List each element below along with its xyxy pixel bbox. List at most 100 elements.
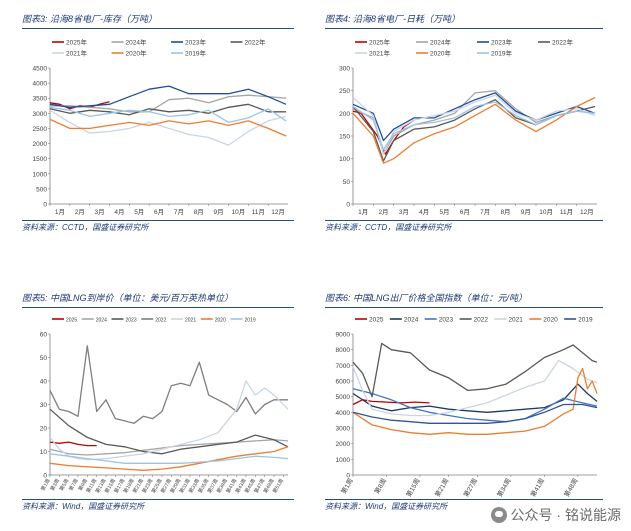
chart-area: 0 50 100 150 200 250 300 1月 2月 3月 4月 5月 6月 7月 8月 9月 10月 1… <box>325 34 603 218</box>
series-line-2023年 <box>352 92 596 142</box>
legend-label: 2021年 <box>66 49 87 58</box>
chart-title: 图表5: 中国LNG到岸价（单位：美元/百万英热单位） <box>22 289 294 308</box>
series-line-2021 <box>352 359 598 417</box>
y-tick-label: 6000 <box>336 379 351 386</box>
y-tick-label: 30 <box>40 402 48 409</box>
y-tick-label: 0 <box>43 473 47 480</box>
chart-svg: 0 1000 2000 3000 4000 5000 6000 7000 8000 9000 第1周… <box>336 317 598 499</box>
x-tick-label: 6月 <box>154 208 164 216</box>
x-tick-label: 3月 <box>399 208 409 216</box>
x-tick-label: 5月 <box>134 208 144 216</box>
y-tick-label: 3000 <box>336 426 351 433</box>
y-tick-label: 8000 <box>336 347 351 354</box>
legend-label: 2019 <box>578 317 593 324</box>
legend-label: 2024 <box>96 318 107 324</box>
x-tick-label: 第48周 <box>562 477 580 498</box>
y-tick-label: 3500 <box>33 96 48 103</box>
chart-panel-lng-landed-price: 图表5: 中国LNG到岸价（单位：美元/百万英热单位） 0 10 20 30 40 50 6… <box>22 289 294 515</box>
legend-label: 2025年 <box>369 38 390 47</box>
x-tick-label: 第15周 <box>404 477 422 498</box>
series-line-2019 <box>352 403 598 424</box>
series-line-2025 <box>49 441 97 447</box>
legend-label: 2019 <box>245 318 256 324</box>
x-tick-label: 10月 <box>539 208 553 216</box>
legend-label: 2025 <box>369 317 384 324</box>
x-tick-label: 8月 <box>500 208 510 216</box>
legend-label: 2020年 <box>126 49 147 58</box>
series-line-2021年 <box>352 94 596 155</box>
series-line-2023年 <box>49 85 287 108</box>
chart-title: 图表6: 中国LNG出厂价格全国指数（单位：元/吨） <box>325 289 603 308</box>
y-tick-label: 4500 <box>33 66 48 73</box>
legend-label: 2024年 <box>126 38 147 47</box>
legend-label: 2025 <box>66 318 77 324</box>
y-tick-label: 3000 <box>33 111 48 118</box>
y-tick-label: 50 <box>40 355 48 362</box>
y-tick-label: 100 <box>339 156 350 163</box>
series-line-2022 <box>49 345 288 424</box>
chart-source: 资料来源：CCTD，国盛证券研究所 <box>22 220 294 235</box>
x-tick-label: 4月 <box>419 208 429 216</box>
legend-label: 2021 <box>185 318 196 324</box>
legend-label: 2023 <box>126 318 137 324</box>
y-tick-label: 2500 <box>33 126 48 133</box>
x-tick-label: 8月 <box>194 208 204 216</box>
y-tick-label: 300 <box>339 66 350 73</box>
y-tick-label: 7000 <box>336 363 351 370</box>
legend-label: 2022年 <box>245 38 266 47</box>
chart-area: 0 500 1000 1500 2000 2500 3000 3500 4000 4500 1月 2月… <box>22 34 294 218</box>
legend-label: 2025年 <box>66 38 87 47</box>
x-tick-label: 11月 <box>560 208 573 216</box>
y-tick-label: 500 <box>36 186 47 193</box>
y-tick-label: 60 <box>40 332 48 339</box>
x-tick-label: 4月 <box>114 208 124 216</box>
series-line-2024 <box>352 383 598 413</box>
x-tick-label: 5月 <box>439 208 449 216</box>
y-tick-label: 150 <box>339 134 350 141</box>
y-tick-label: 2000 <box>33 141 48 148</box>
series-line-2024年 <box>50 94 287 113</box>
legend-label: 2022 <box>474 317 489 324</box>
legend-label: 2023年 <box>491 38 512 47</box>
x-tick-label: 7月 <box>174 208 184 216</box>
chart-area: 0 1000 2000 3000 4000 5000 6000 7000 8000 9000 第1周… <box>325 311 603 499</box>
legend-label: 2021 <box>508 317 523 324</box>
series-line-2020年 <box>49 118 287 137</box>
series-line-2019年 <box>49 106 287 124</box>
x-tick-label: 3月 <box>95 208 105 216</box>
wechat-icon <box>490 507 507 523</box>
series-line-2025年 <box>49 101 110 110</box>
y-tick-label: 10 <box>40 449 48 456</box>
legend-label: 2022年 <box>552 38 573 47</box>
chart-svg: 0102030405060第1周第3周第5周第7周第9周第11周第13周第15周… <box>39 318 289 494</box>
x-tick-label: 2月 <box>75 208 85 216</box>
y-tick-label: 9000 <box>336 332 351 339</box>
legend-label: 2019年 <box>185 49 206 58</box>
series-line-2022 <box>352 342 598 398</box>
series-line-2019 <box>49 453 289 464</box>
series-line-2022年 <box>352 99 596 162</box>
series-line-2020年 <box>352 96 596 164</box>
x-tick-label: 1月 <box>55 208 65 216</box>
series-line-2023 <box>352 388 598 423</box>
y-tick-label: 4000 <box>336 410 351 417</box>
y-tick-label: 4000 <box>33 81 48 88</box>
chart-source: 资料来源：Wind，国盛证券研究所 <box>325 499 603 514</box>
x-tick-label: 第41周 <box>528 477 546 498</box>
chart-panel-coastal-inventory: 图表3: 沿海8省电厂-库存（万吨） 0 500 1000 1500 2000 2500 3… <box>22 10 294 236</box>
y-tick-label: 40 <box>40 379 48 386</box>
chart-svg: 0 50 100 150 200 250 300 1月 2月 3月 4月 5月 6月 7月 8月 9月 10月 1… <box>339 38 597 216</box>
y-tick-label: 50 <box>343 179 351 186</box>
x-tick-label: 2月 <box>378 208 388 216</box>
x-tick-label: 9月 <box>214 208 224 216</box>
legend-label: 2020 <box>543 317 558 324</box>
series-line-2023 <box>49 408 289 455</box>
x-tick-label: 第34周 <box>495 477 513 498</box>
y-tick-label: 2000 <box>336 441 351 448</box>
x-tick-label: 6月 <box>460 208 470 216</box>
y-tick-label: 1500 <box>33 156 48 163</box>
y-tick-label: 5000 <box>336 394 351 401</box>
series-line-2020 <box>49 446 289 471</box>
series-line-2021 <box>49 380 289 461</box>
chart-source: 资料来源：CCTD，国盛证券研究所 <box>325 220 603 235</box>
